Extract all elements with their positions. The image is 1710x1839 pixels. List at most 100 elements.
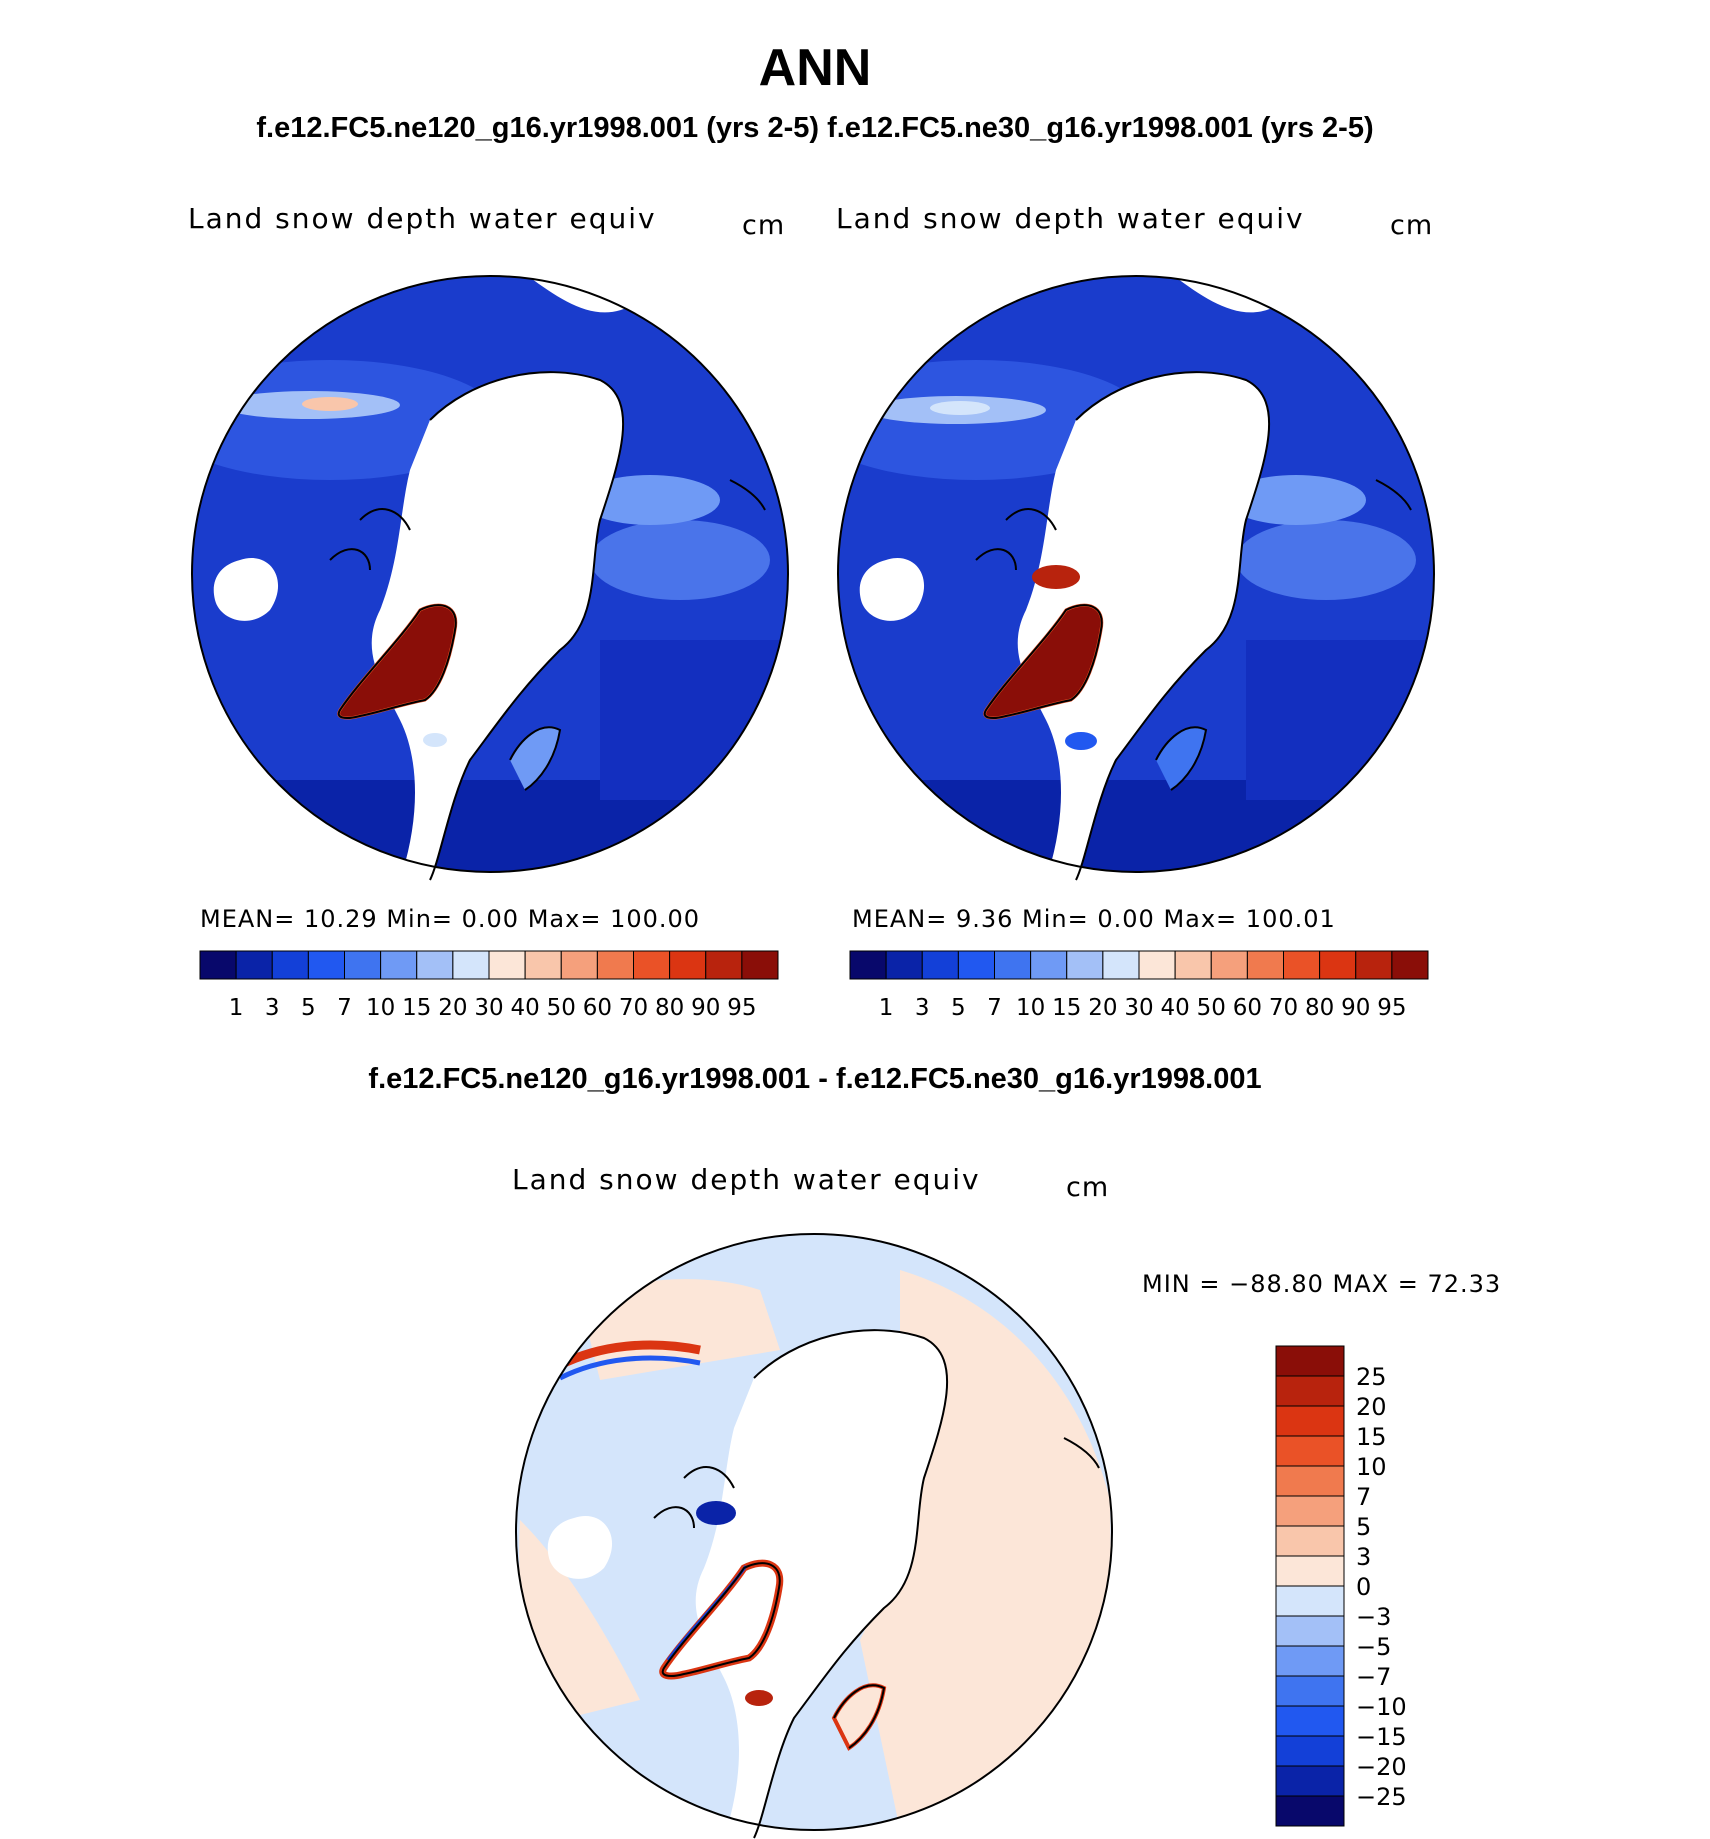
diff-colorbar-swatch: [1275, 1615, 1345, 1647]
diff-colorbar-tick-label: −5: [1356, 1633, 1391, 1661]
diff-colorbar-swatch: [1275, 1495, 1345, 1527]
panel2-polar-map: [837, 275, 1435, 881]
panel1-band-se: [600, 640, 788, 800]
panel1-colorbar-swatch: [669, 950, 707, 980]
panel2-bay-white: [859, 558, 925, 621]
panel2-colorbar: 1 3 5 7 10 15 20 30 40 50 60 70 80 90 95: [849, 950, 1429, 1021]
panel2-colorbar-swatch: [1174, 950, 1212, 980]
panel1-colorbar-swatch: [344, 950, 382, 980]
diff-colorbar-swatch: [1275, 1375, 1345, 1407]
diff-band-himalaya-blue: [558, 1355, 701, 1381]
diff-colorbar-tick-label: 5: [1356, 1513, 1371, 1541]
panel1-colorbar-swatch: [452, 950, 490, 980]
panel1-colorbar: 1 3 5 7 10 15 20 30 40 50 60 70 80 90 95: [199, 950, 779, 1021]
diff-colorbar-tick-label: 25: [1356, 1363, 1387, 1391]
panel1-band-light: [580, 475, 720, 525]
diff-colorbar-tick-label: 15: [1356, 1423, 1387, 1451]
diff-colorbar-tick-label: −3: [1356, 1603, 1391, 1631]
panel2-colorbar-tick-label: 70: [1269, 995, 1298, 1021]
panel2-colorbar-tick-label: 95: [1377, 995, 1406, 1021]
diff-colorbar-swatch: [1275, 1435, 1345, 1467]
panel1-sea-white: [560, 461, 602, 511]
panel2-colorbar-tick-label: 20: [1088, 995, 1117, 1021]
diff-iceland: [745, 1690, 773, 1706]
panel1-colorbar-tick-label: 60: [583, 995, 612, 1021]
panel1-colorbar-swatch: [307, 950, 345, 980]
panel1-colorbar-swatch: [488, 950, 526, 980]
panel1-colorbar-swatch: [705, 950, 743, 980]
panel2-iceland: [1065, 732, 1097, 750]
diff-variable-label: Land snow depth water equiv: [512, 1163, 981, 1196]
diff-ellesmere-blue: [696, 1501, 736, 1525]
diff-colorbar-tick-label: −20: [1356, 1753, 1407, 1781]
panel1-colorbar-tick-label: 90: [691, 995, 720, 1021]
case-titles: f.e12.FC5.ne120_g16.yr1998.001 (yrs 2-5)…: [256, 112, 1374, 144]
panel2-band-himalaya-light: [930, 401, 990, 415]
panel1-colorbar-tick-label: 20: [438, 995, 467, 1021]
panel1-colorbar-tick-label: 50: [547, 995, 576, 1021]
panel2-colorbar-tick-label: 7: [987, 995, 1002, 1021]
panel2-colorbar-tick-label: 15: [1052, 995, 1081, 1021]
diff-colorbar-swatch: [1275, 1555, 1345, 1587]
panel1-colorbar-tick-label: 15: [402, 995, 431, 1021]
panel2-colorbar-swatch: [921, 950, 959, 980]
diff-colorbar-swatch: [1275, 1765, 1345, 1797]
diff-colorbar-swatch: [1275, 1405, 1345, 1437]
diff-colorbar-tick-label: 7: [1356, 1483, 1371, 1511]
panel2-colorbar-tick-label: 90: [1341, 995, 1370, 1021]
panel1-colorbar-swatch: [633, 950, 671, 980]
diff-colorbar-swatch: [1275, 1465, 1345, 1497]
diff-map-boundary: [515, 1233, 1113, 1831]
panel1-colorbar-tick-label: 40: [510, 995, 539, 1021]
panel2-colorbar-swatch: [885, 950, 923, 980]
panel2-band-se: [1246, 640, 1434, 800]
diff-colorbar-swatch: [1275, 1795, 1345, 1827]
panel2-colorbar-swatch: [994, 950, 1032, 980]
diff-region-eurasia: [580, 1279, 780, 1380]
panel2-colorbar-tick-label: 60: [1233, 995, 1262, 1021]
panel1-band-hudson: [590, 520, 770, 600]
panel2-variable-label: Land snow depth water equiv: [836, 202, 1305, 235]
panel2-coastlines: [975, 371, 1412, 881]
panel2-ellesmere-snow: [1032, 565, 1080, 589]
panel1-colorbar-tick-label: 70: [619, 995, 648, 1021]
panel1-colorbar-tick-label: 1: [229, 995, 244, 1021]
diff-colorbar-swatch: [1275, 1675, 1345, 1707]
figure-title: ANN: [758, 39, 872, 97]
panel2-colorbar-tick-label: 1: [879, 995, 894, 1021]
diff-colorbar-tick-label: −10: [1356, 1693, 1407, 1721]
panel2-colorbar-tick-label: 50: [1197, 995, 1226, 1021]
panel2-colorbar-swatch: [849, 950, 887, 980]
panel2-colorbar-swatch: [1283, 950, 1321, 980]
panel2-colorbar-swatch: [1102, 950, 1140, 980]
diff-arctic-ocean: [695, 1330, 948, 1830]
panel1-colorbar-swatch: [199, 950, 237, 980]
panel1-colorbar-tick-label: 3: [265, 995, 280, 1021]
diff-colorbar-swatch: [1275, 1345, 1345, 1377]
panel1-stats: MEAN= 10.29 Min= 0.00 Max= 100.00: [200, 905, 701, 933]
panel1-colorbar-swatch: [235, 950, 273, 980]
panel1-colorbar-swatch: [596, 950, 634, 980]
panel2-colorbar-tick-label: 10: [1016, 995, 1045, 1021]
panel2-colorbar-tick-label: 40: [1160, 995, 1189, 1021]
diff-bay-white: [547, 1516, 613, 1579]
panel2-band-hudson: [1236, 520, 1416, 600]
panel2-arctic-ocean: [1017, 372, 1270, 872]
panel2-colorbar-swatch: [1319, 950, 1357, 980]
diff-colorbar-swatch: [1275, 1585, 1345, 1617]
diff-colorbar-tick-label: 20: [1356, 1393, 1387, 1421]
panel1-arctic-ocean: [371, 372, 624, 872]
panel2-colorbar-swatch: [1246, 950, 1284, 980]
panel1-colorbar-swatch: [271, 950, 309, 980]
diff-colorbar-swatch: [1275, 1525, 1345, 1557]
panel2-colorbar-swatch: [1030, 950, 1068, 980]
diff-minmax-stats: MIN = −88.80 MAX = 72.33: [1142, 1270, 1502, 1298]
panel2-colorbar-tick-label: 80: [1305, 995, 1334, 1021]
panel2-colorbar-tick-label: 5: [951, 995, 966, 1021]
panel2-stats: MEAN= 9.36 Min= 0.00 Max= 100.01: [852, 905, 1336, 933]
panel2-band-south: [838, 780, 1434, 872]
panel2-units-label: cm: [1390, 210, 1434, 241]
diff-colorbar-tick-label: −7: [1356, 1663, 1391, 1691]
panel1-units-label: cm: [742, 210, 786, 241]
